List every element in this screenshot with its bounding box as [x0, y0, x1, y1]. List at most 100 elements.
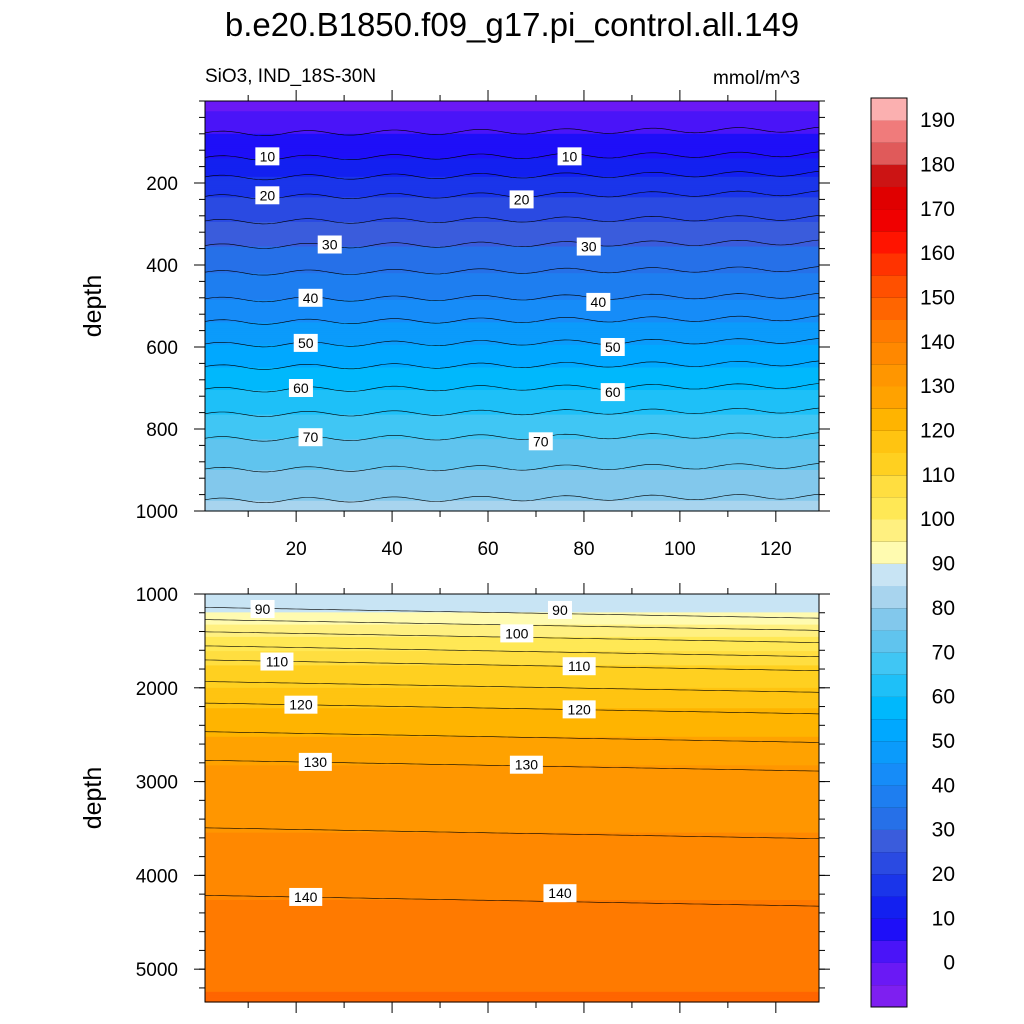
filled-band: [205, 146, 819, 149]
filled-band: [205, 433, 819, 436]
filled-band: [205, 948, 819, 952]
filled-band: [205, 999, 819, 1003]
filled-band: [205, 604, 819, 607]
filled-band: [205, 747, 819, 750]
filled-band: [205, 863, 819, 866]
contour-label-bg: [576, 237, 601, 256]
filled-band: [205, 207, 819, 211]
filled-band: [205, 828, 819, 832]
filled-band: [205, 902, 819, 905]
contour-label-bg: [317, 235, 342, 254]
filled-band: [205, 371, 819, 375]
colorbar-label: 10: [932, 907, 955, 930]
filled-band: [205, 963, 819, 966]
colorbar-swatch: [871, 630, 907, 653]
filled-band: [205, 170, 819, 174]
filled-band: [205, 447, 819, 451]
filled-band: [205, 408, 819, 412]
contour-label-bg: [600, 383, 625, 402]
filled-band: [205, 696, 819, 699]
filled-band: [205, 277, 819, 280]
colorbar-swatch: [871, 297, 907, 321]
filled-band: [205, 822, 819, 826]
filled-band: [205, 353, 819, 356]
contour-label: 130: [304, 754, 328, 770]
filled-band: [205, 700, 819, 703]
filled-band: [205, 107, 819, 110]
filled-band: [205, 465, 819, 469]
contour-panel-1: 10 10 20 20 30 30 40 40 50 50 60 60 70 70 20 40 60 80 100 1…: [79, 90, 830, 560]
filled-band: [205, 834, 819, 838]
x-tick-label: 120: [760, 539, 792, 560]
filled-band: [205, 722, 819, 726]
filled-band: [205, 287, 819, 291]
filled-band: [205, 732, 819, 736]
filled-band: [205, 187, 819, 190]
filled-band: [205, 369, 819, 373]
contour-label: 90: [255, 601, 271, 617]
filled-band: [205, 910, 819, 913]
contour-line: [204, 681, 820, 693]
colorbar-label: 80: [932, 597, 955, 620]
filled-band: [205, 232, 819, 235]
colorbar-swatch: [871, 541, 907, 564]
filled-band: [205, 312, 819, 315]
contour-label-bg: [562, 700, 596, 719]
filled-band: [205, 285, 819, 289]
filled-band: [205, 673, 819, 677]
colorbar-swatch: [871, 962, 907, 986]
filled-band: [205, 989, 819, 993]
filled-band: [205, 504, 819, 508]
filled-band: [205, 144, 819, 147]
colorbar-swatch: [871, 120, 907, 143]
filled-band: [205, 275, 819, 278]
filled-band: [205, 443, 819, 446]
filled-band: [205, 476, 819, 479]
contour-line: [204, 360, 820, 370]
contour-label-bg: [298, 428, 323, 447]
contour-label: 30: [322, 237, 338, 253]
filled-band: [205, 455, 819, 459]
filled-band: [205, 357, 819, 360]
filled-band: [205, 622, 819, 626]
colorbar-label: 140: [920, 331, 955, 354]
filled-band: [205, 873, 819, 877]
filled-band: [205, 991, 819, 995]
filled-band: [205, 851, 819, 854]
filled-band: [205, 906, 819, 909]
filled-band: [205, 614, 819, 618]
filled-band: [205, 347, 819, 350]
filled-band: [205, 983, 819, 987]
filled-band: [205, 283, 819, 287]
filled-band: [205, 461, 819, 465]
filled-band: [205, 496, 819, 500]
colorbar-label: 190: [920, 109, 955, 132]
contour-line: [205, 645, 820, 657]
filled-band: [205, 693, 819, 697]
filled-band: [205, 355, 819, 358]
filled-band: [205, 879, 819, 883]
filled-band: [205, 178, 819, 182]
filled-band: [205, 445, 819, 449]
colorbar-label: 180: [920, 154, 955, 177]
colorbar-swatch: [871, 386, 907, 409]
filled-band: [205, 647, 819, 650]
filled-band: [205, 642, 819, 646]
filled-band: [205, 897, 819, 901]
filled-band: [205, 148, 819, 151]
filled-band: [205, 718, 819, 722]
filled-band: [205, 720, 819, 724]
contour-label: 130: [515, 757, 539, 773]
contour-line: [204, 827, 820, 839]
contour-label-bg: [543, 884, 577, 903]
contour-line: [204, 607, 820, 619]
filled-band: [205, 279, 819, 282]
filled-band: [205, 394, 819, 397]
filled-band: [205, 396, 819, 399]
contour-line: [204, 315, 820, 325]
filled-band: [205, 383, 819, 387]
x-tick-label: 20: [286, 539, 307, 560]
contour-label: 120: [289, 697, 313, 713]
colorbar-swatch: [871, 674, 907, 697]
contour-label-bg: [509, 755, 543, 774]
